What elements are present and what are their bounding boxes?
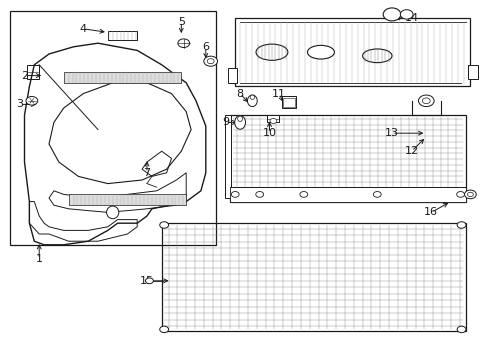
Text: 7: 7 bbox=[144, 168, 150, 178]
Ellipse shape bbox=[107, 206, 119, 219]
Ellipse shape bbox=[247, 95, 257, 107]
Bar bbox=[468, 65, 478, 79]
Text: 5: 5 bbox=[178, 17, 185, 27]
Polygon shape bbox=[64, 72, 181, 83]
Circle shape bbox=[467, 192, 473, 197]
Bar bbox=[108, 31, 137, 40]
Circle shape bbox=[160, 326, 169, 333]
Bar bbox=[267, 115, 279, 122]
Ellipse shape bbox=[235, 116, 245, 129]
Circle shape bbox=[422, 98, 430, 104]
Bar bbox=[235, 18, 470, 86]
Bar bbox=[230, 187, 466, 202]
Bar bbox=[225, 115, 231, 198]
Polygon shape bbox=[69, 194, 186, 205]
Ellipse shape bbox=[238, 116, 243, 121]
Text: 14: 14 bbox=[405, 13, 418, 23]
Text: 10: 10 bbox=[263, 128, 276, 138]
Circle shape bbox=[383, 8, 401, 21]
Bar bbox=[283, 98, 295, 107]
Circle shape bbox=[231, 192, 239, 197]
Text: 8: 8 bbox=[237, 89, 244, 99]
Circle shape bbox=[457, 192, 465, 197]
Text: 9: 9 bbox=[222, 117, 229, 127]
Bar bbox=[10, 11, 216, 245]
Circle shape bbox=[418, 95, 434, 107]
Text: 6: 6 bbox=[202, 42, 209, 52]
Circle shape bbox=[457, 222, 466, 228]
Text: 11: 11 bbox=[272, 89, 286, 99]
Text: 4: 4 bbox=[80, 24, 87, 34]
Bar bbox=[228, 68, 237, 83]
Circle shape bbox=[400, 10, 413, 19]
Ellipse shape bbox=[308, 45, 335, 59]
Text: 2: 2 bbox=[21, 71, 28, 81]
Circle shape bbox=[256, 192, 264, 197]
Circle shape bbox=[270, 118, 277, 123]
Text: 13: 13 bbox=[385, 128, 399, 138]
Circle shape bbox=[300, 192, 308, 197]
Bar bbox=[282, 96, 296, 108]
Text: 1: 1 bbox=[36, 254, 43, 264]
Text: 16: 16 bbox=[424, 207, 438, 217]
Ellipse shape bbox=[363, 49, 392, 63]
Circle shape bbox=[207, 59, 214, 64]
Circle shape bbox=[204, 56, 218, 66]
Text: 15: 15 bbox=[140, 276, 154, 286]
Circle shape bbox=[178, 39, 190, 48]
Ellipse shape bbox=[256, 44, 288, 60]
Text: 3: 3 bbox=[16, 99, 23, 109]
Circle shape bbox=[26, 96, 38, 105]
Circle shape bbox=[457, 326, 466, 333]
Circle shape bbox=[465, 190, 476, 199]
Circle shape bbox=[146, 278, 153, 284]
Text: 12: 12 bbox=[405, 146, 418, 156]
Bar bbox=[230, 115, 466, 202]
Circle shape bbox=[373, 192, 381, 197]
Circle shape bbox=[160, 222, 169, 228]
Ellipse shape bbox=[250, 95, 255, 99]
